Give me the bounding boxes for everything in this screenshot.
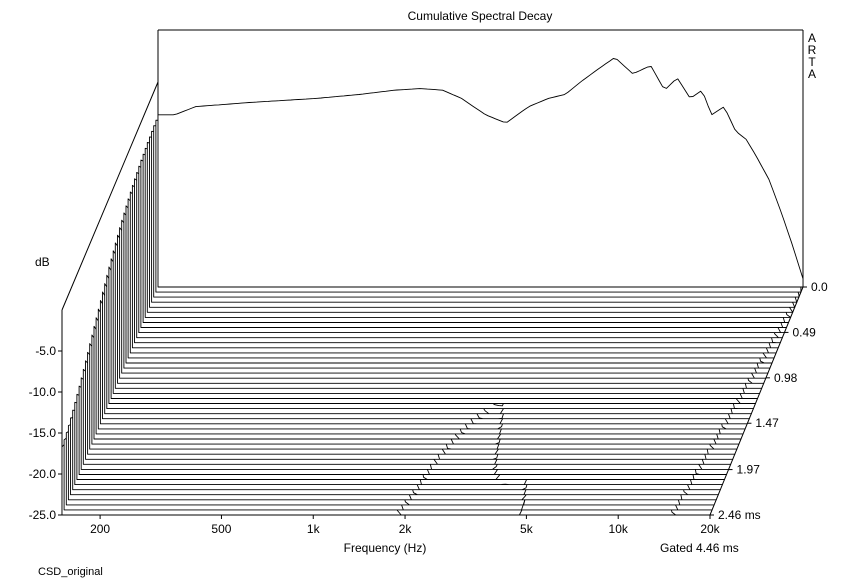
y-tick-label: -15.0 — [29, 426, 57, 440]
figure-caption: CSD_original — [38, 566, 103, 578]
brand-letter: T — [808, 55, 816, 69]
brand-letter: A — [808, 31, 816, 45]
time-tick-label: 1.97 — [737, 463, 761, 477]
chart-title: Cumulative Spectral Decay — [408, 9, 553, 23]
time-tick-label: 0.49 — [792, 325, 816, 339]
waterfall-slices — [61, 58, 804, 516]
brand-letter: A — [808, 67, 816, 81]
y-tick-label: -25.0 — [29, 508, 57, 522]
time-tick-label: 0.0 — [811, 280, 828, 294]
y-tick-label: -10.0 — [29, 385, 57, 399]
y-tick-labels: -5.0 -10.0 -15.0 -20.0 -25.0 — [29, 344, 62, 522]
y-tick-label: -20.0 — [29, 467, 57, 481]
gated-note: Gated 4.46 ms — [660, 541, 739, 555]
time-tick-label: 0.98 — [774, 371, 798, 385]
x-tick-labels: 200 500 1k 2k 5k 10k 20k — [90, 515, 721, 536]
x-tick-label: 500 — [211, 522, 231, 536]
x-tick-label: 200 — [90, 522, 110, 536]
decay-slice — [157, 58, 804, 288]
time-tick-label: 2.46 ms — [718, 508, 761, 522]
time-tick-labels: 0.0 0.49 0.98 1.47 1.97 2.46 ms — [710, 280, 828, 522]
y-axis-depth-edge — [61, 81, 159, 311]
x-tick-label: 10k — [609, 522, 629, 536]
brand-letter: R — [808, 43, 817, 57]
x-tick-label: 2k — [399, 522, 413, 536]
y-axis-label: dB — [35, 255, 50, 269]
x-tick-label: 5k — [520, 522, 534, 536]
x-tick-label: 1k — [307, 522, 321, 536]
time-axis — [709, 286, 804, 516]
x-axis-label: Frequency (Hz) — [344, 541, 427, 555]
x-tick-label: 20k — [700, 522, 720, 536]
y-tick-label: -5.0 — [35, 344, 56, 358]
time-tick-label: 1.47 — [755, 416, 779, 430]
